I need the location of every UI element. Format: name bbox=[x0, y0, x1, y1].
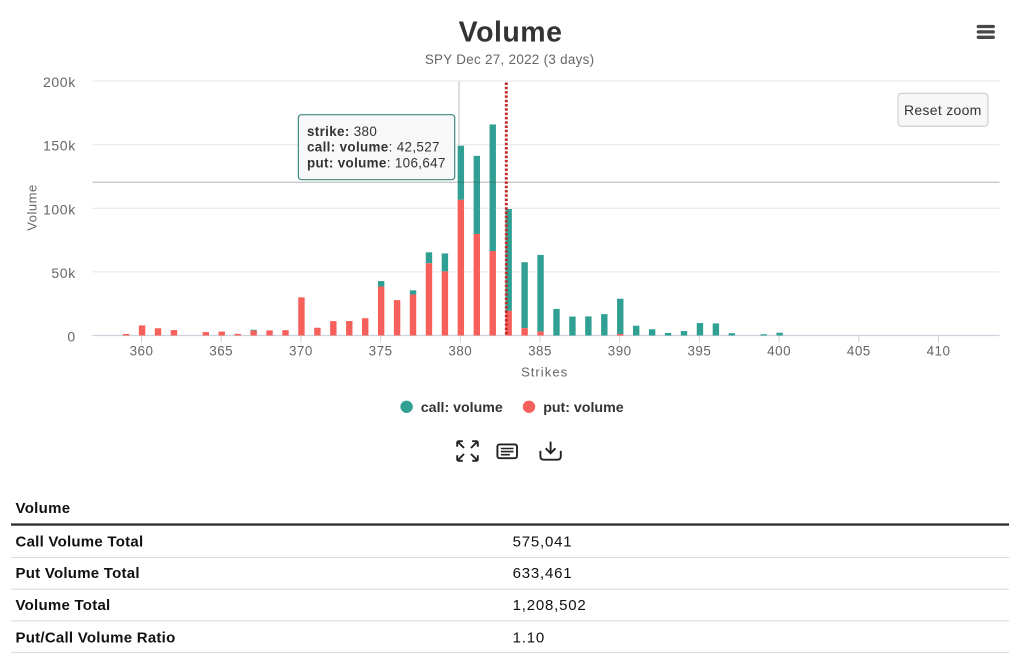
svg-text:50k: 50k bbox=[51, 265, 76, 281]
svg-text:370: 370 bbox=[289, 343, 313, 358]
svg-text:633,461: 633,461 bbox=[513, 565, 573, 582]
svg-text:575,041: 575,041 bbox=[513, 533, 573, 550]
svg-text:SPY Dec 27, 2022 (3 days): SPY Dec 27, 2022 (3 days) bbox=[425, 52, 595, 67]
svg-text:380: 380 bbox=[448, 343, 472, 358]
svg-text:1,208,502: 1,208,502 bbox=[513, 597, 587, 614]
svg-text:405: 405 bbox=[847, 343, 871, 358]
svg-text:strike: 380: strike: 380 bbox=[307, 124, 377, 139]
svg-text:360: 360 bbox=[130, 343, 154, 358]
svg-text:100k: 100k bbox=[43, 201, 76, 217]
svg-text:400: 400 bbox=[767, 343, 791, 358]
svg-text:Volume: Volume bbox=[459, 17, 563, 49]
svg-text:1.10: 1.10 bbox=[513, 629, 545, 646]
svg-text:385: 385 bbox=[528, 343, 552, 358]
svg-text:put: volume: put: volume bbox=[543, 400, 624, 416]
svg-text:Put/Call Volume Ratio: Put/Call Volume Ratio bbox=[16, 629, 176, 646]
svg-text:200k: 200k bbox=[43, 74, 76, 90]
svg-text:390: 390 bbox=[608, 343, 632, 358]
svg-text:410: 410 bbox=[927, 343, 951, 358]
svg-text:150k: 150k bbox=[43, 138, 76, 154]
svg-text:Volume Total: Volume Total bbox=[16, 597, 111, 614]
svg-text:Call Volume Total: Call Volume Total bbox=[16, 533, 144, 550]
svg-text:call: volume: 42,527: call: volume: 42,527 bbox=[307, 140, 440, 155]
svg-text:Reset zoom: Reset zoom bbox=[904, 102, 982, 118]
svg-text:Volume: Volume bbox=[24, 184, 39, 230]
svg-text:Put Volume Total: Put Volume Total bbox=[16, 565, 140, 582]
svg-text:call: volume: call: volume bbox=[421, 400, 503, 416]
svg-text:Volume: Volume bbox=[16, 500, 71, 517]
svg-text:375: 375 bbox=[369, 343, 393, 358]
svg-text:395: 395 bbox=[687, 343, 711, 358]
svg-text:Strikes: Strikes bbox=[521, 364, 568, 379]
svg-text:365: 365 bbox=[209, 343, 233, 358]
svg-text:put: volume: 106,647: put: volume: 106,647 bbox=[307, 156, 446, 171]
svg-text:0: 0 bbox=[67, 329, 75, 345]
